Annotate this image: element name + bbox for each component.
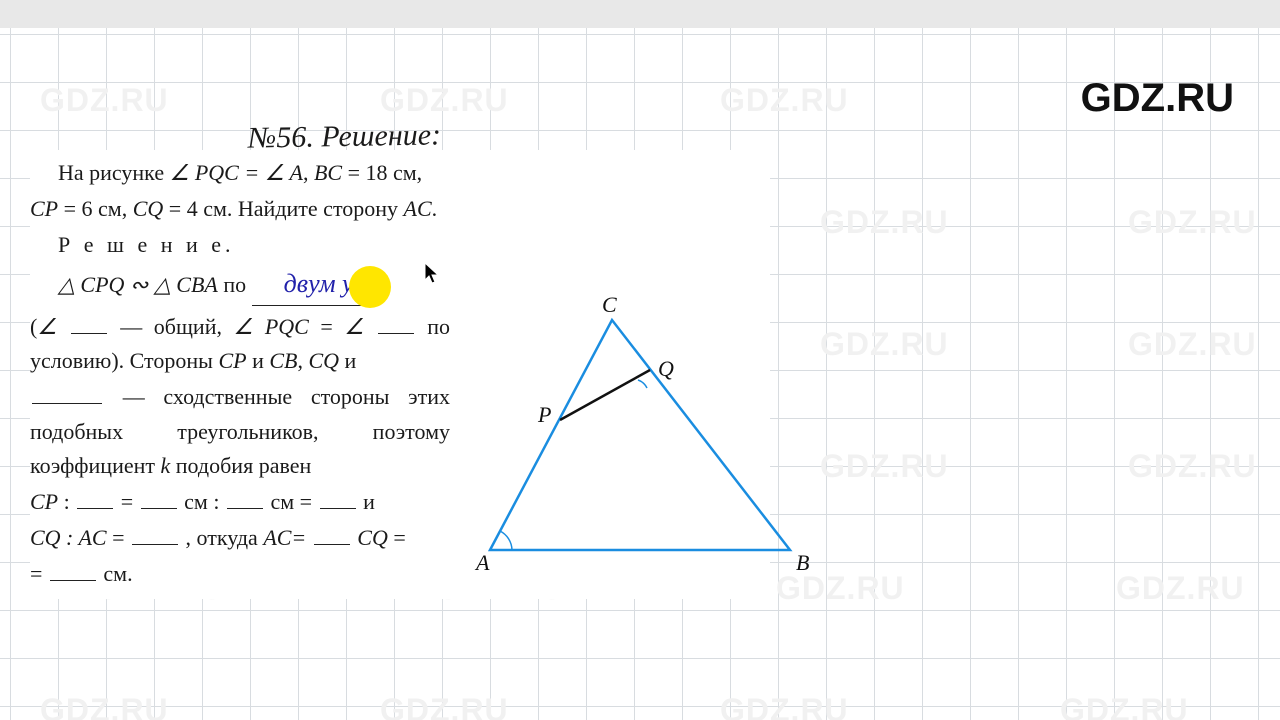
watermark: GDZ.RU bbox=[1060, 692, 1189, 720]
label-Q: Q bbox=[658, 356, 674, 381]
text: см bbox=[184, 489, 208, 514]
math: ∠ A bbox=[265, 160, 303, 185]
label-A: A bbox=[474, 550, 490, 575]
text: = 4 bbox=[169, 196, 198, 221]
solution-label: Р е ш е н и е. bbox=[58, 232, 235, 257]
math: CQ : AC bbox=[30, 525, 107, 550]
math: ∾ bbox=[130, 272, 148, 297]
fill-blank[interactable] bbox=[227, 487, 263, 509]
text: На рисунке bbox=[58, 160, 170, 185]
triangle-figure: A B C P Q bbox=[490, 320, 790, 580]
grid-paper: GDZ.RU GDZ.RU GDZ.RU GDZ.RU GDZ.RU GDZ.RU GDZ.… bbox=[0, 28, 1280, 720]
math: CP bbox=[30, 196, 58, 221]
fill-blank[interactable] bbox=[71, 312, 107, 334]
math: ∠ bbox=[37, 314, 57, 339]
math: = bbox=[244, 160, 264, 185]
watermark: GDZ.RU bbox=[1116, 570, 1245, 607]
math: △ CBA bbox=[154, 272, 218, 297]
watermark: GDZ.RU bbox=[40, 82, 169, 119]
watermark: GDZ.RU bbox=[1128, 448, 1257, 485]
text: = bbox=[300, 489, 318, 514]
text: см. Найдите сторону bbox=[203, 196, 403, 221]
text: см, bbox=[393, 160, 422, 185]
text: = 18 bbox=[348, 160, 388, 185]
watermark: GDZ.RU bbox=[820, 326, 949, 363]
top-bar bbox=[0, 0, 1280, 28]
text: см bbox=[103, 561, 127, 586]
angle-arc-A bbox=[500, 531, 512, 550]
watermark: GDZ.RU bbox=[1128, 204, 1257, 241]
fill-blank[interactable] bbox=[77, 487, 113, 509]
fill-blank[interactable] bbox=[32, 382, 102, 404]
fill-blank[interactable] bbox=[141, 487, 177, 509]
watermark: GDZ.RU bbox=[820, 204, 949, 241]
math: AC bbox=[404, 196, 432, 221]
math: BC bbox=[314, 160, 342, 185]
problem-content: На рисунке ∠ PQC = ∠ A, BC = 18 см, CP =… bbox=[30, 150, 770, 599]
text: см bbox=[270, 489, 294, 514]
watermark: GDZ.RU bbox=[720, 692, 849, 720]
highlight-circle bbox=[349, 266, 391, 308]
watermark: GDZ.RU bbox=[820, 448, 949, 485]
text: и bbox=[252, 348, 269, 373]
angle-arc-Q bbox=[638, 380, 647, 388]
math: ∠ bbox=[234, 314, 254, 339]
math: ∠ bbox=[344, 314, 364, 339]
math: △ CPQ bbox=[58, 272, 124, 297]
text: и bbox=[345, 348, 357, 373]
label-C: C bbox=[602, 292, 617, 317]
math: ∠ PQC bbox=[170, 160, 239, 185]
math: AC= bbox=[263, 525, 306, 550]
text: по bbox=[223, 272, 246, 297]
text: = 6 bbox=[64, 196, 93, 221]
text: = bbox=[393, 525, 405, 550]
math: CB bbox=[269, 348, 297, 373]
label-B: B bbox=[796, 550, 809, 575]
text: : bbox=[64, 489, 76, 514]
site-logo: GDZ.RU bbox=[1081, 76, 1234, 121]
watermark: GDZ.RU bbox=[720, 82, 849, 119]
text: , откуда bbox=[186, 525, 264, 550]
fill-blank[interactable] bbox=[50, 559, 96, 581]
math: PQC bbox=[265, 314, 309, 339]
fill-blank[interactable] bbox=[314, 523, 350, 545]
math: CP bbox=[218, 348, 246, 373]
text: : bbox=[213, 489, 225, 514]
math: CQ bbox=[308, 348, 339, 373]
fill-blank[interactable] bbox=[132, 523, 178, 545]
math: CQ bbox=[357, 525, 388, 550]
label-P: P bbox=[537, 402, 551, 427]
fill-blank[interactable] bbox=[320, 487, 356, 509]
watermark: GDZ.RU bbox=[776, 570, 905, 607]
problem-text: На рисунке ∠ PQC = ∠ A, BC = 18 см, CP =… bbox=[30, 156, 450, 591]
text: — общий, bbox=[120, 314, 233, 339]
math: CP bbox=[30, 489, 58, 514]
fill-blank[interactable] bbox=[378, 312, 414, 334]
text: = bbox=[121, 489, 139, 514]
watermark: GDZ.RU bbox=[40, 692, 169, 720]
watermark: GDZ.RU bbox=[1128, 326, 1257, 363]
text: подобия равен bbox=[176, 453, 311, 478]
text: см, bbox=[98, 196, 133, 221]
math: k bbox=[161, 453, 171, 478]
watermark: GDZ.RU bbox=[380, 692, 509, 720]
math: CQ bbox=[133, 196, 164, 221]
text: и bbox=[363, 489, 375, 514]
text: = bbox=[112, 525, 130, 550]
watermark: GDZ.RU bbox=[380, 82, 509, 119]
triangle-ABC bbox=[490, 320, 790, 550]
